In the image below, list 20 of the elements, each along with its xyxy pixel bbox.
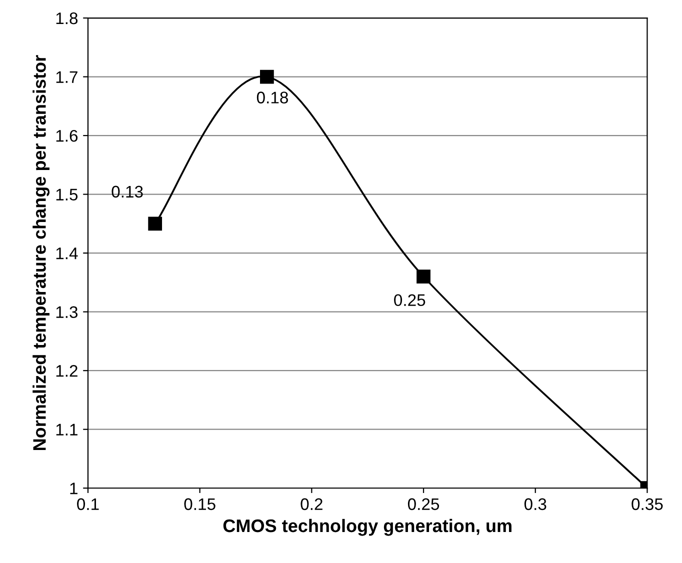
- y-tick-label: 1.6: [56, 130, 78, 142]
- y-axis-title: Normalized temperature change per transistor: [32, 55, 50, 450]
- x-tick-label: 0.1: [77, 498, 99, 510]
- y-tick-label: 1.7: [56, 71, 78, 83]
- y-tick-label: 1.8: [56, 12, 78, 24]
- annotation: 0.13: [112, 186, 143, 198]
- annotation: 0.18: [256, 92, 288, 104]
- x-tick-label: 0.3: [524, 498, 546, 510]
- y-tick-label: 1.1: [56, 424, 78, 436]
- x-tick-label: 0.35: [632, 498, 663, 510]
- y-tick-label: 1.5: [56, 188, 78, 201]
- annotation: 0.25: [394, 294, 426, 306]
- x-tick-label: 0.25: [408, 498, 440, 510]
- y-tick-label: 1.4: [56, 248, 78, 260]
- x-tick-label: 0.2: [300, 498, 322, 510]
- y-tick-label: 1: [70, 482, 78, 494]
- y-tick-label: 1.3: [56, 306, 78, 318]
- y-tick-label: 1.2: [56, 364, 78, 377]
- x-axis-title: CMOS technology generation, um: [223, 518, 512, 536]
- x-tick-label: 0.15: [184, 498, 216, 510]
